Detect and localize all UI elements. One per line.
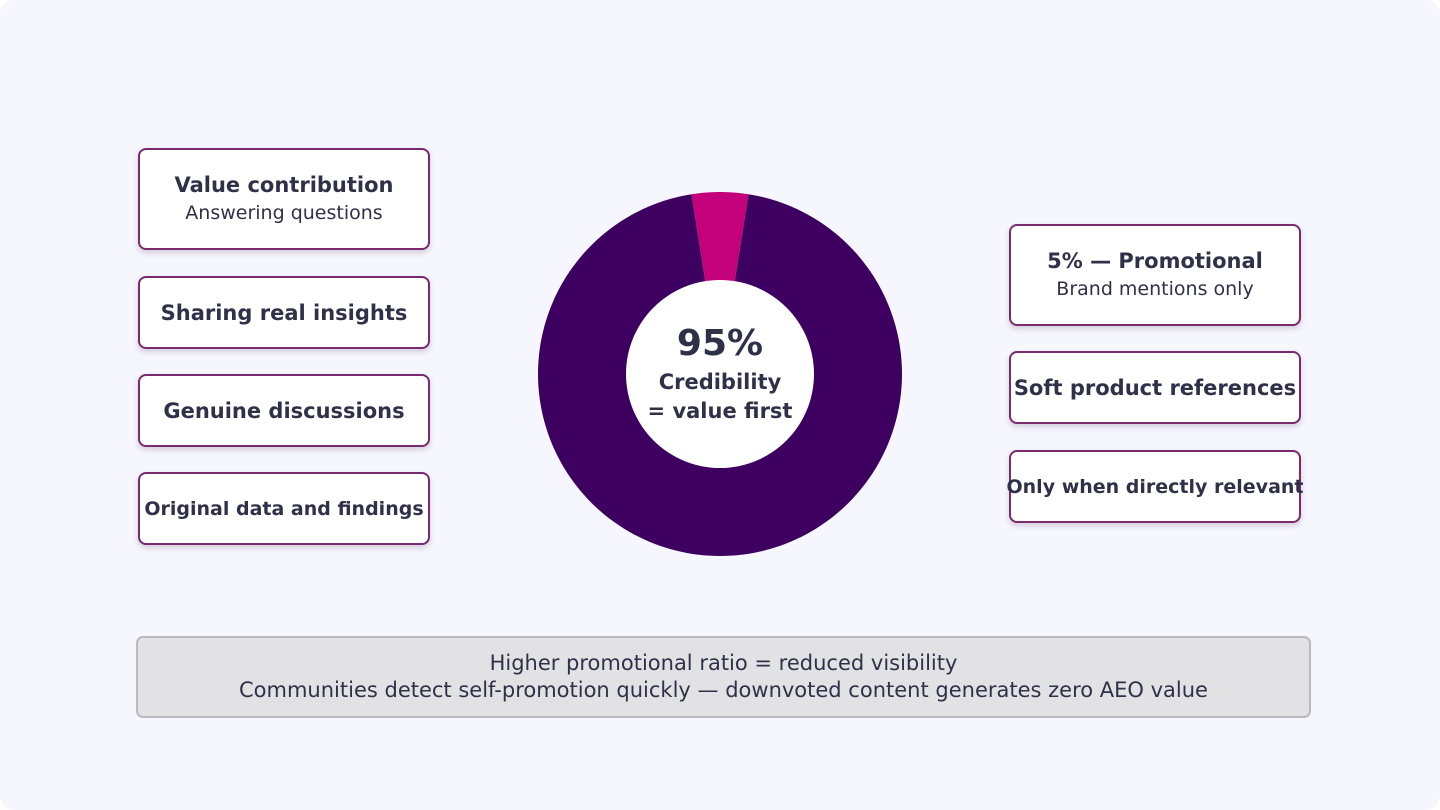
left-card-sharing-insights: Sharing real insights [138,276,430,349]
center-line-1: Credibility [658,370,782,394]
donut-chart [538,192,902,556]
right-card-directly-relevant: Only when directly relevant [1006,450,1304,523]
left-card-title: Sharing real insights [160,300,408,325]
center-line-2: = value first [647,399,793,423]
left-card-title: Value contribution [174,173,394,197]
left-card-title: Original data and findings [144,497,424,520]
footer-line-1: Higher promotional ratio = reduced visib… [489,651,958,675]
left-card-genuine-discussions: Genuine discussions [138,374,430,447]
right-card-soft-references: Soft product references [1009,351,1301,424]
right-card-promotional: 5% — Promotional Brand mentions only [1009,224,1301,326]
right-card-title: Soft product references [1013,375,1297,400]
right-card-title: Only when directly relevant [1006,475,1304,498]
right-card-title: 5% — Promotional [1047,249,1263,273]
right-card-subtitle: Brand mentions only [1056,278,1254,300]
left-card-subtitle: Answering questions [185,202,383,224]
left-card-value-contribution: Value contribution Answering questions [138,148,430,250]
footer-line-2: Communities detect self-promotion quickl… [239,678,1208,702]
center-percentage: 95% [676,323,764,364]
donut-center-label: 95% Credibility = value first [624,288,816,460]
left-card-title: Genuine discussions [163,398,405,423]
donut-hole [626,280,814,468]
footer-note: Higher promotional ratio = reduced visib… [136,636,1311,718]
left-card-original-data: Original data and findings [138,472,430,545]
